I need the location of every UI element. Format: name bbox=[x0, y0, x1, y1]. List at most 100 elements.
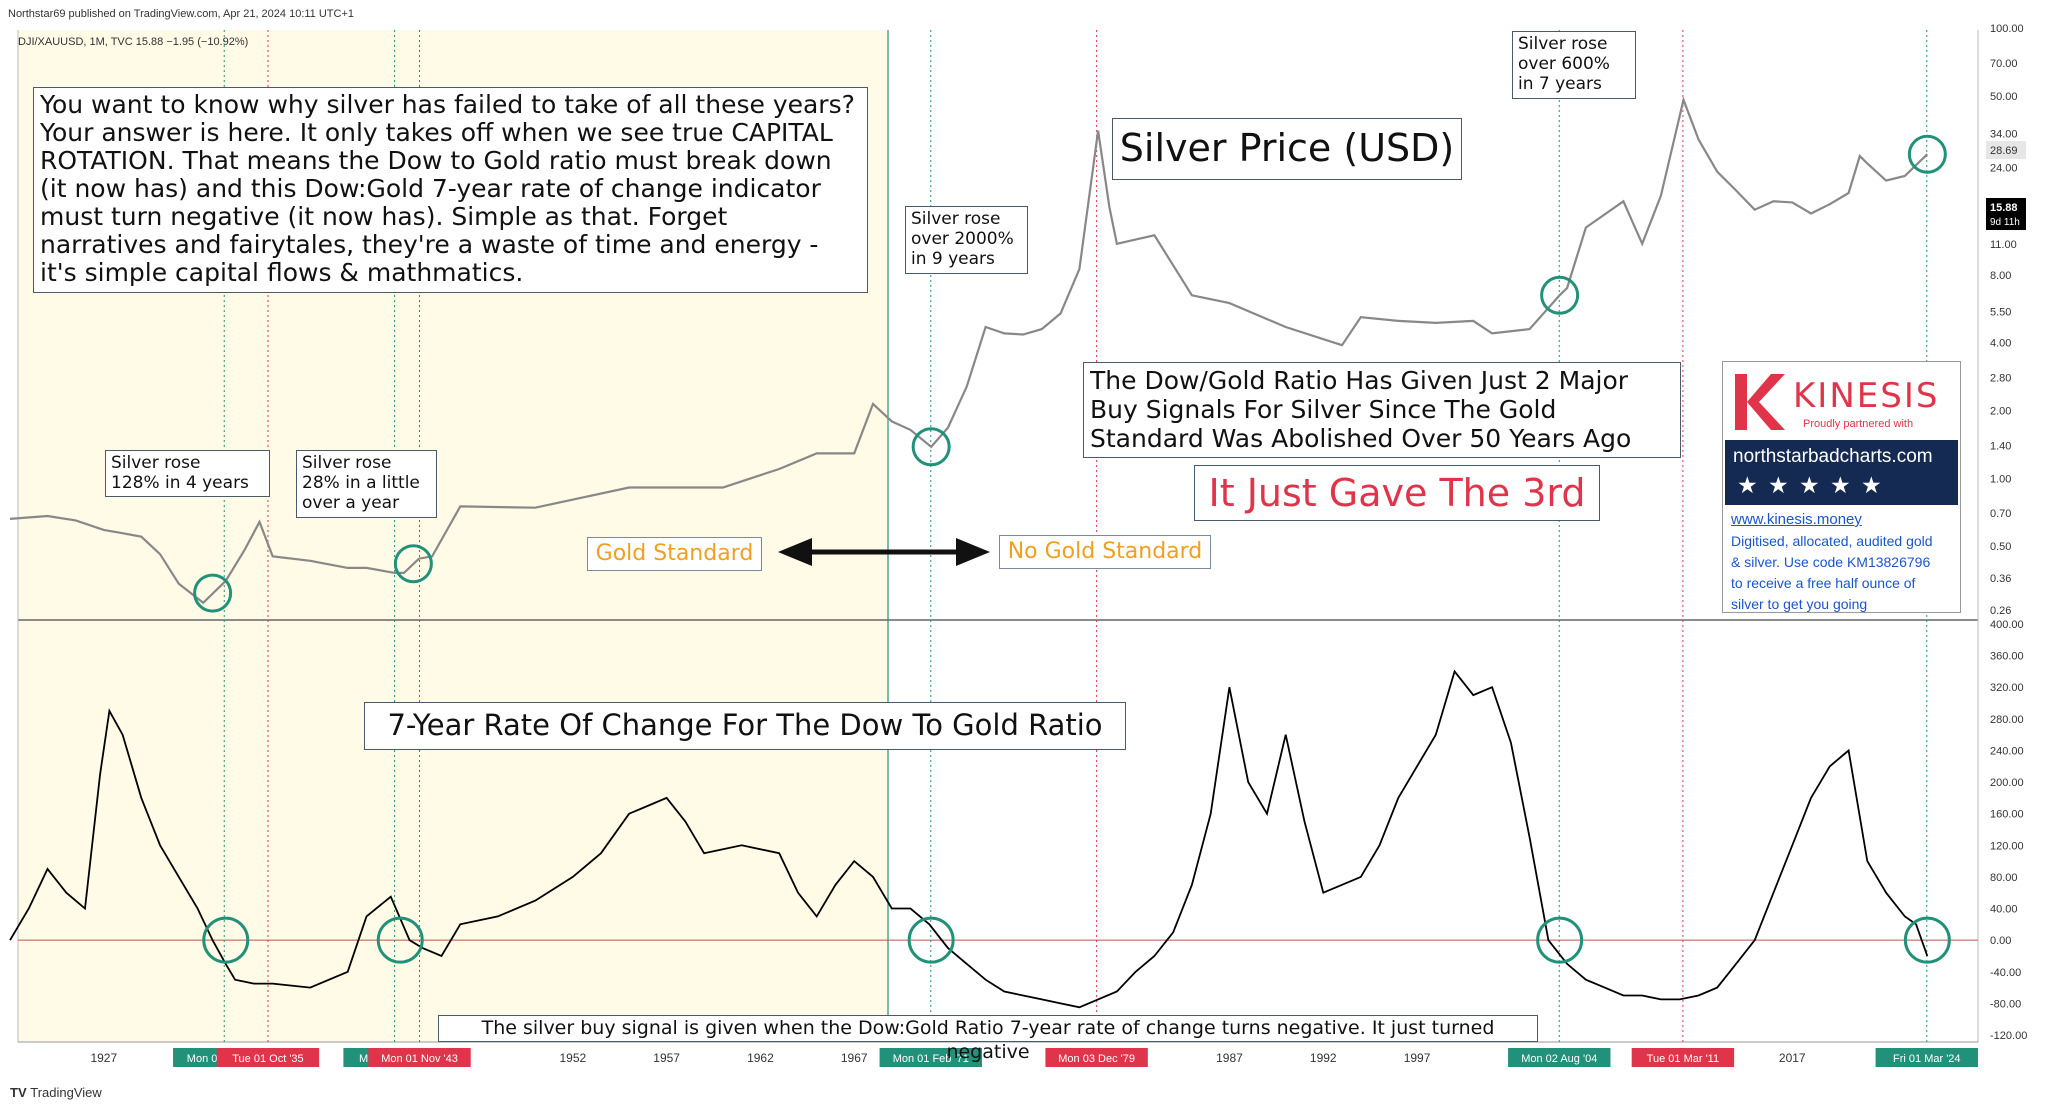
x-tick-label: 1927 bbox=[90, 1051, 117, 1065]
roc-y-tick: 160.00 bbox=[1990, 809, 2024, 821]
roc-y-tick: -40.00 bbox=[1990, 967, 2021, 979]
roc-signal-circle bbox=[202, 916, 250, 964]
roc-line bbox=[9, 669, 1929, 1009]
silver-y-tick: 4.00 bbox=[1990, 338, 2011, 350]
silver-y-tick: 2.80 bbox=[1990, 373, 2011, 385]
roc-y-tick: -80.00 bbox=[1990, 998, 2021, 1010]
roc-y-tick: 400.00 bbox=[1990, 619, 2024, 631]
roc-y-tick: -120.00 bbox=[1990, 1030, 2027, 1042]
x-tick-label: 2017 bbox=[1779, 1051, 1806, 1065]
silver-signal-circle bbox=[1540, 275, 1580, 315]
kinesis-desc: Digitised, allocated, audited gold & sil… bbox=[1731, 533, 1933, 612]
rose-600-label: Silver rose over 600% in 7 years bbox=[1512, 31, 1636, 99]
rose-2000-label: Silver rose over 2000% in 9 years bbox=[905, 206, 1028, 274]
date-label-bg bbox=[879, 1048, 982, 1067]
roc-signal-circle bbox=[1903, 916, 1951, 964]
no-gold-standard-label: No Gold Standard bbox=[999, 535, 1211, 569]
silver-signal-circle bbox=[393, 544, 433, 584]
rose-128-label: Silver rose 128% in 4 years bbox=[105, 450, 270, 497]
gold-standard-label: Gold Standard bbox=[587, 537, 762, 571]
x-tick-label: 1992 bbox=[1310, 1051, 1337, 1065]
silver-y-tick: 8.00 bbox=[1990, 270, 2011, 282]
price-label-silver: 28.69 bbox=[1990, 145, 2018, 157]
kinesis-partner: Proudly partnered with bbox=[1803, 418, 1914, 430]
x-tick-label: 1987 bbox=[1216, 1051, 1243, 1065]
roc-signal-circle bbox=[1536, 916, 1584, 964]
kinesis-logo bbox=[1731, 372, 1787, 432]
roc-y-tick: 0.00 bbox=[1990, 935, 2011, 947]
tradingview-logo: TV TradingView bbox=[10, 1085, 102, 1100]
double-arrow bbox=[778, 538, 990, 566]
silver-y-tick: 34.00 bbox=[1990, 128, 2018, 140]
silver-signal-circle bbox=[1907, 134, 1947, 174]
silver-signal-circle bbox=[911, 427, 951, 467]
date-label-bg bbox=[216, 1048, 320, 1067]
x-tick-label: 1952 bbox=[559, 1051, 586, 1065]
kinesis-ad[interactable]: KINESIS Proudly partnered with northstar… bbox=[1722, 361, 1961, 613]
date-label-bg bbox=[1875, 1048, 1978, 1067]
date-label: Mon 02 Aug '04 bbox=[1521, 1053, 1597, 1065]
roc-y-tick: 40.00 bbox=[1990, 904, 2018, 916]
silver-y-tick: 1.40 bbox=[1990, 440, 2011, 452]
x-axis: 1927 1952 1957 1962 1967 1987 1992 1997 2017 bbox=[90, 1051, 1805, 1065]
kinesis-link[interactable]: www.kinesis.money bbox=[1731, 511, 1862, 528]
roc-signal-circle bbox=[907, 916, 955, 964]
kinesis-stars: ★ ★ ★ ★ ★ bbox=[1737, 472, 1884, 498]
date-label: Fri 01 Mar '24 bbox=[1893, 1053, 1961, 1065]
date-label: Mon 01 Feb '71 bbox=[893, 1053, 969, 1065]
price-label-ratio: 15.88 bbox=[1990, 202, 2018, 214]
rose-28-label: Silver rose 28% in a little over a year bbox=[296, 450, 437, 518]
date-label: Mon 01 Nov '43 bbox=[381, 1053, 458, 1065]
silver-y-axis: 100.0070.0050.0034.0024.0017.0011.008.00… bbox=[1990, 23, 2024, 617]
silver-y-tick: 70.00 bbox=[1990, 58, 2018, 70]
silver-y-tick: 50.00 bbox=[1990, 91, 2018, 103]
silver-y-tick: 0.36 bbox=[1990, 573, 2011, 585]
silver-price-line bbox=[9, 96, 1929, 605]
roc-y-tick: 280.00 bbox=[1990, 714, 2024, 726]
roc-y-tick: 120.00 bbox=[1990, 840, 2024, 852]
date-label-bg bbox=[1508, 1048, 1611, 1067]
silver-y-tick: 1.00 bbox=[1990, 473, 2011, 485]
tv-icon: TV bbox=[10, 1085, 31, 1100]
roc-y-tick: 240.00 bbox=[1990, 745, 2024, 757]
roc-y-tick: 80.00 bbox=[1990, 872, 2018, 884]
silver-signal-circle bbox=[193, 573, 233, 613]
kinesis-brand: KINESIS bbox=[1793, 376, 1940, 416]
kinesis-banner: northstarbadcharts.com ★ ★ ★ ★ ★ bbox=[1725, 440, 1958, 505]
published-line: Northstar69 published on TradingView.com… bbox=[8, 8, 355, 20]
price-labels: 28.69 15.88 9d 11h bbox=[1986, 141, 2026, 230]
silver-y-tick: 0.50 bbox=[1990, 541, 2011, 553]
silver-y-tick: 24.00 bbox=[1990, 163, 2018, 175]
date-label-bg bbox=[368, 1048, 471, 1067]
date-label: Tue 01 Oct '35 bbox=[232, 1053, 303, 1065]
intro-annotation: You want to know why silver has failed t… bbox=[33, 87, 868, 293]
price-label-countdown: 9d 11h bbox=[1990, 217, 2020, 228]
roc-signal-circle bbox=[376, 916, 424, 964]
roc-y-tick: 360.00 bbox=[1990, 651, 2024, 663]
silver-y-tick: 0.26 bbox=[1990, 605, 2011, 617]
silver-y-tick: 0.70 bbox=[1990, 508, 2011, 520]
x-tick-label: 1962 bbox=[747, 1051, 774, 1065]
gave-3rd-annotation: It Just Gave The 3rd bbox=[1194, 465, 1600, 521]
silver-y-tick: 100.00 bbox=[1990, 23, 2024, 35]
silver-price-title: Silver Price (USD) bbox=[1112, 118, 1462, 180]
silver-y-tick: 11.00 bbox=[1990, 239, 2017, 251]
silver-y-tick: 5.50 bbox=[1990, 307, 2011, 319]
date-labels: Mon 01 Jun '33Mon 01 Jul '42Mon 01 Feb '… bbox=[173, 1048, 1978, 1067]
price-label-bg bbox=[1986, 141, 2026, 160]
date-label-bg bbox=[1045, 1048, 1148, 1067]
roc-y-tick: 200.00 bbox=[1990, 777, 2024, 789]
tradingview-text: TradingView bbox=[30, 1085, 102, 1100]
signal-circles bbox=[193, 134, 1951, 964]
bottom-note: The silver buy signal is given when the … bbox=[438, 1015, 1538, 1063]
price-label-ratio-bg bbox=[1986, 198, 2026, 230]
kinesis-site: northstarbadcharts.com bbox=[1733, 446, 1933, 467]
symbol-line: DJI/XAUUSD, 1M, TVC 15.88 −1.95 (−10.92%… bbox=[18, 36, 249, 48]
silver-y-tick: 2.00 bbox=[1990, 406, 2011, 418]
x-tick-label: 1967 bbox=[841, 1051, 868, 1065]
roc-title: 7-Year Rate Of Change For The Dow To Gol… bbox=[364, 702, 1126, 750]
dow-gold-signals-annotation: The Dow/Gold Ratio Has Given Just 2 Majo… bbox=[1083, 362, 1681, 458]
date-label: Mon 03 Dec '79 bbox=[1058, 1053, 1135, 1065]
roc-y-tick: 320.00 bbox=[1990, 682, 2024, 694]
